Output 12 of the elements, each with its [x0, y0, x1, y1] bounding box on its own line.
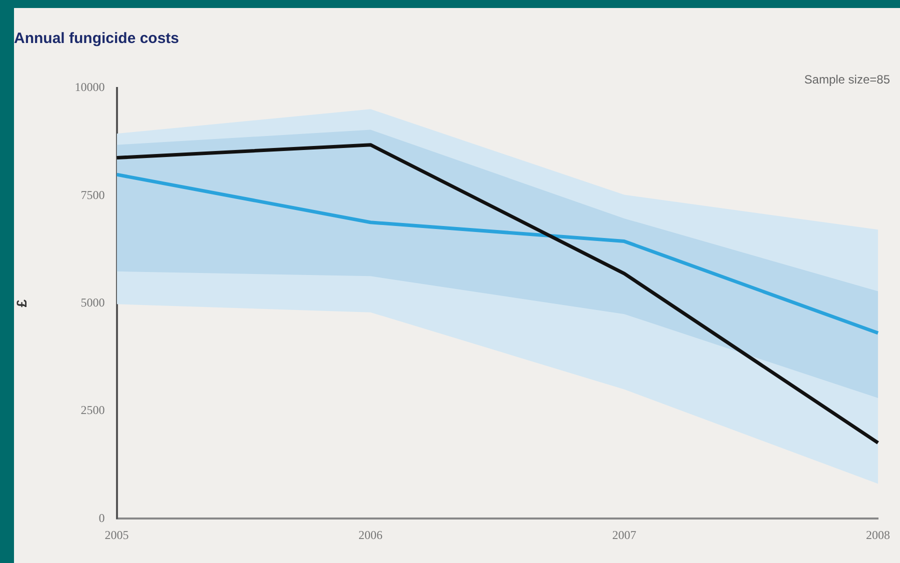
y-tick-label: 7500: [80, 188, 105, 202]
y-tick-label: 2500: [80, 403, 105, 418]
x-tick-label: 2006: [358, 528, 383, 542]
x-tick-label: 2008: [866, 528, 890, 542]
x-tick-label: 2005: [104, 528, 129, 542]
chart-title: Annual fungicide costs: [14, 30, 180, 48]
x-tick-label: 2007: [612, 528, 636, 542]
y-tick-label: 0: [98, 510, 105, 525]
y-axis-title: £: [13, 299, 30, 308]
y-tick-label: 10000: [74, 80, 105, 94]
y-tick-label: 5000: [80, 295, 105, 310]
text: Sample size=85: [804, 72, 890, 86]
